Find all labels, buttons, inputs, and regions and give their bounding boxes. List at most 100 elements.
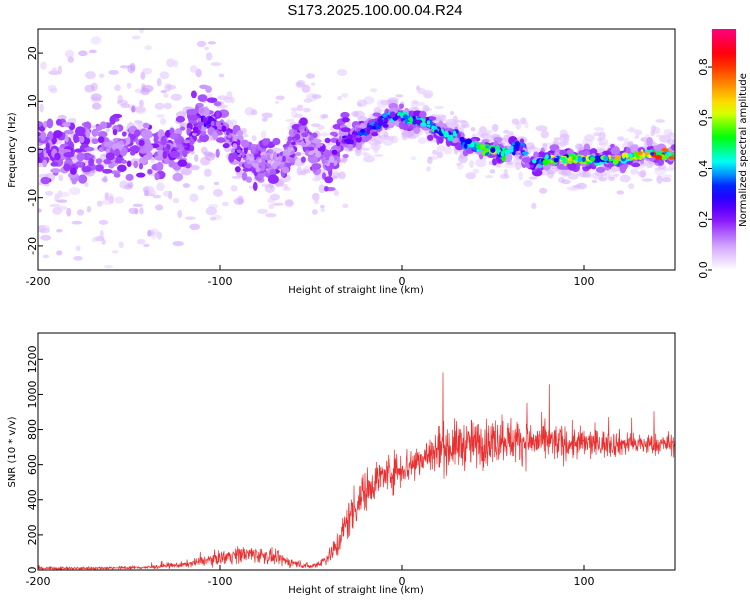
heatmap-cell [561,179,571,185]
heatmap-cell [62,122,71,127]
heatmap-cell [78,174,88,184]
heatmap-cell [294,113,303,118]
heatmap-cell [389,111,396,118]
heatmap-ytick-label: -10 [26,189,39,207]
heatmap-cell [154,102,165,110]
heatmap-cell [131,105,136,113]
heatmap-cell [156,161,164,172]
heatmap-cell [226,91,233,100]
heatmap-cell [51,67,58,71]
heatmap-cell [628,183,635,190]
heatmap-cell [290,107,299,112]
heatmap-cell [144,45,153,51]
heatmap-cell [199,84,209,89]
heatmap-cell [420,122,427,127]
heatmap-cell [518,171,523,181]
heatmap-cell [500,150,505,158]
heatmap-cell [78,50,88,57]
heatmap-cell [617,136,625,142]
heatmap-cell [264,184,275,193]
heatmap-cell [629,144,639,153]
heatmap-cell [261,117,268,122]
heatmap-cell [626,128,638,132]
heatmap-cell [593,127,605,132]
heatmap-cell [112,128,118,136]
heatmap-cell [287,145,294,152]
heatmap-cell [528,176,538,180]
heatmap-cell [95,164,104,172]
heatmap-cell [114,196,124,204]
heatmap-cell [495,163,502,168]
heatmap-cell [87,155,95,160]
heatmap-cell [433,125,438,131]
heatmap-cell [95,158,103,165]
heatmap-cell [577,155,582,163]
heatmap-cell [236,130,244,137]
heatmap-cell [521,151,529,156]
heatmap-cell [338,157,349,162]
heatmap-cell [121,159,128,164]
heatmap-cell [661,177,672,183]
heatmap-cell [671,138,675,145]
heatmap-cell [63,151,75,158]
heatmap-cell [207,41,217,45]
heatmap-ytick-label: 0 [26,146,39,153]
heatmap-cell [598,176,608,182]
heatmap-cell [287,157,296,163]
heatmap-cell [172,240,184,247]
heatmap-cell [85,71,96,80]
heatmap-cell [535,125,548,132]
heatmap-cell [382,137,394,146]
heatmap-cell [311,82,316,86]
heatmap-cell [178,122,186,126]
heatmap-cell [304,169,310,174]
heatmap-cell [338,171,346,180]
heatmap-cell [119,180,129,189]
heatmap-cell [205,206,217,216]
heatmap-cell [126,136,131,145]
heatmap-cell [138,163,144,170]
heatmap-cell [56,229,63,233]
heatmap-cell [656,175,663,184]
heatmap-cell [75,245,81,252]
heatmap-cell [79,135,85,143]
heatmap-cell [197,185,205,191]
heatmap-cell [50,168,61,174]
heatmap-cell [67,56,74,63]
heatmap-cell [204,46,210,51]
heatmap-cell [243,133,249,138]
heatmap-cell [102,168,113,174]
heatmap-cell [163,102,172,110]
heatmap-cell [91,237,99,243]
heatmap-cell [120,103,131,109]
heatmap-cell [635,154,640,159]
heatmap-cell [636,151,643,156]
heatmap-cell [234,166,241,173]
heatmap-cell [273,151,278,160]
heatmap-cell [164,83,172,92]
heatmap-cell [105,152,115,161]
heatmap-cell [521,157,532,163]
heatmap-cell [152,194,162,199]
heatmap-cell [45,142,50,153]
heatmap-cell [138,139,145,147]
colorbar-tick-label: 0.0 [697,261,710,279]
heatmap-cell [101,239,106,245]
heatmap-cell [213,101,222,107]
heatmap-cell [267,197,276,204]
heatmap-cell [294,133,301,141]
heatmap-cell [341,93,349,98]
snr-xtick-label: -200 [26,575,51,588]
heatmap-cell [190,165,200,171]
heatmap-cell [590,148,598,155]
heatmap-cell [177,209,183,219]
heatmap-cell [304,135,309,143]
heatmap-cell [595,147,606,151]
heatmap-cell [350,139,354,145]
heatmap-cell [408,125,414,131]
heatmap-cell [633,151,638,157]
heatmap-cell [561,170,569,177]
heatmap-cell [426,166,431,172]
heatmap-cell [284,200,294,208]
